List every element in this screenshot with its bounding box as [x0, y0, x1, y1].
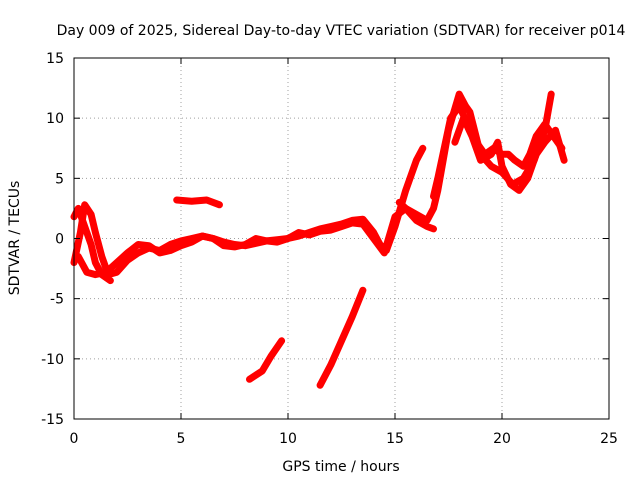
data-series — [451, 114, 568, 194]
x-tick-label: 25 — [600, 431, 618, 447]
y-tick-label: 0 — [55, 232, 64, 248]
y-tick-label: 10 — [46, 111, 64, 127]
grid — [74, 58, 609, 419]
x-tick-label: 20 — [493, 431, 511, 447]
chart-title: Day 009 of 2025, Sidereal Day-to-day VTE… — [57, 23, 626, 39]
y-tick-label: 5 — [55, 171, 64, 187]
x-tick-label: 0 — [70, 431, 79, 447]
y-tick-label: -5 — [50, 292, 64, 308]
data-series — [74, 204, 437, 279]
x-tick-label: 10 — [279, 431, 297, 447]
series-layer — [70, 90, 568, 389]
y-tick-label: -10 — [41, 352, 64, 368]
x-tick-label: 5 — [177, 431, 186, 447]
x-axis: 0 5 10 15 20 25 — [70, 58, 618, 447]
data-series — [395, 90, 555, 224]
x-tick-label: 15 — [386, 431, 404, 447]
y-tick-label: 15 — [46, 51, 64, 67]
y-axis: -15 -10 -5 0 5 10 15 — [41, 51, 609, 428]
data-series — [316, 286, 367, 389]
data-series — [173, 196, 223, 209]
data-series — [246, 337, 286, 383]
y-axis-label: SDTVAR / TECUs — [7, 181, 23, 296]
x-axis-label: GPS time / hours — [282, 459, 399, 475]
y-tick-label: -15 — [41, 412, 64, 428]
